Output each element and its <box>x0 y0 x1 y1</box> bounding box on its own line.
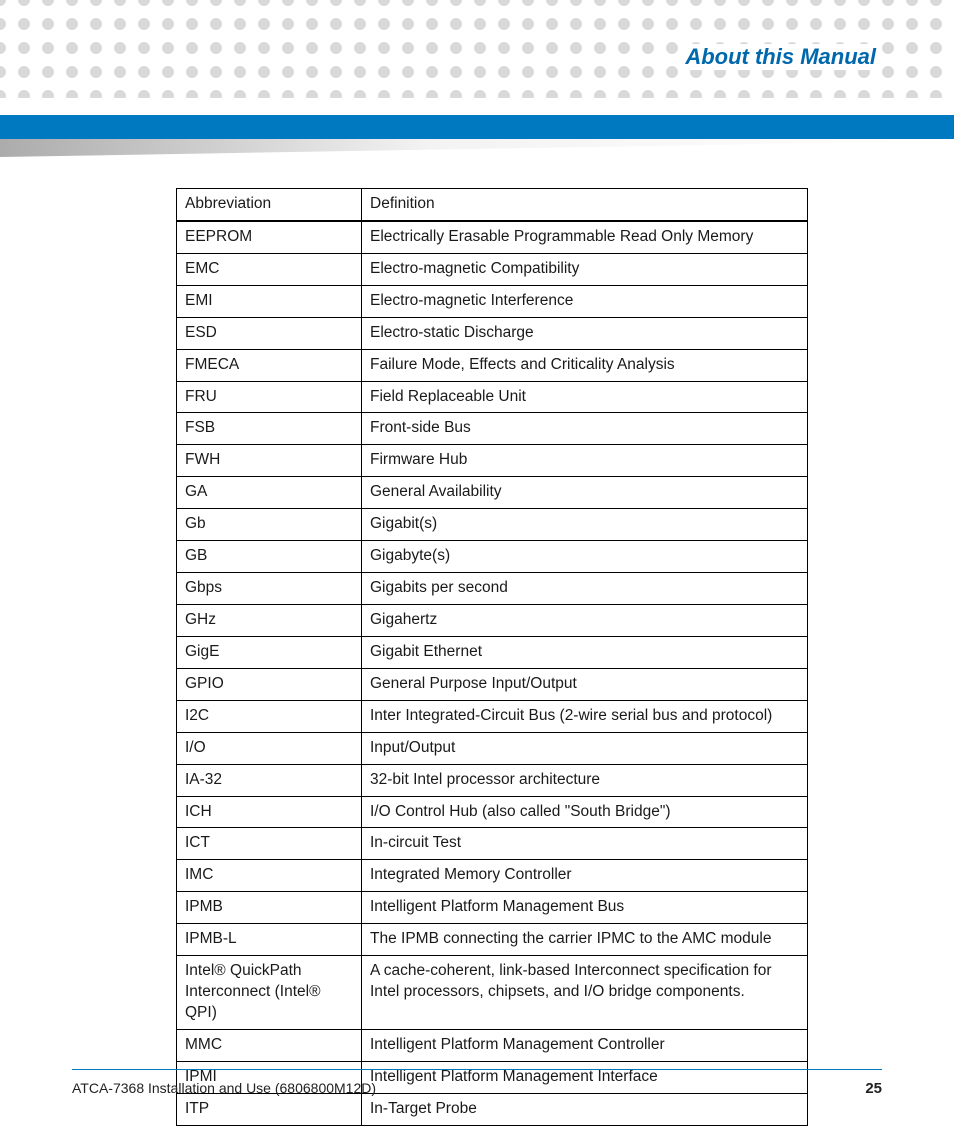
cell-abbreviation: ESD <box>177 317 362 349</box>
cell-abbreviation: EMI <box>177 285 362 317</box>
cell-abbreviation: ICT <box>177 828 362 860</box>
footer-doc-title: ATCA-7368 Installation and Use (6806800M… <box>72 1080 376 1096</box>
page-header-title: About this Manual <box>679 44 882 70</box>
page-content: AbbreviationDefinitionEEPROMElectrically… <box>176 188 808 1126</box>
cell-definition: Gigabit(s) <box>362 509 808 541</box>
table-row: IMCIntegrated Memory Controller <box>177 860 808 892</box>
table-row: ICHI/O Control Hub (also called "South B… <box>177 796 808 828</box>
cell-abbreviation: Gb <box>177 509 362 541</box>
table-row: FMECAFailure Mode, Effects and Criticali… <box>177 349 808 381</box>
cell-definition: Gigabyte(s) <box>362 541 808 573</box>
footer-page-number: 25 <box>865 1080 882 1097</box>
cell-definition: Intelligent Platform Management Bus <box>362 892 808 924</box>
table-row: ESDElectro-static Discharge <box>177 317 808 349</box>
page-footer: ATCA-7368 Installation and Use (6806800M… <box>72 1069 882 1097</box>
cell-definition: In-Target Probe <box>362 1093 808 1125</box>
cell-definition: Inter Integrated-Circuit Bus (2-wire ser… <box>362 700 808 732</box>
cell-abbreviation: ITP <box>177 1093 362 1125</box>
table-row: GHzGigahertz <box>177 604 808 636</box>
cell-abbreviation: GigE <box>177 636 362 668</box>
table-row: GAGeneral Availability <box>177 477 808 509</box>
cell-definition: A cache-coherent, link-based Interconnec… <box>362 956 808 1030</box>
cell-abbreviation: IPMB <box>177 892 362 924</box>
table-row: IPMB-LThe IPMB connecting the carrier IP… <box>177 924 808 956</box>
table-row: Intel® QuickPath Interconnect (Intel® QP… <box>177 956 808 1030</box>
cell-abbreviation: EEPROM <box>177 221 362 253</box>
table-header-row: AbbreviationDefinition <box>177 189 808 221</box>
table-row: I/OInput/Output <box>177 732 808 764</box>
cell-abbreviation: FSB <box>177 413 362 445</box>
table-row: I2CInter Integrated-Circuit Bus (2-wire … <box>177 700 808 732</box>
table-row: GigEGigabit Ethernet <box>177 636 808 668</box>
cell-definition: Gigabits per second <box>362 573 808 605</box>
table-row: IPMBIntelligent Platform Management Bus <box>177 892 808 924</box>
cell-definition: Input/Output <box>362 732 808 764</box>
table-row: GBGigabyte(s) <box>177 541 808 573</box>
table-row: EEPROMElectrically Erasable Programmable… <box>177 221 808 253</box>
cell-abbreviation: I/O <box>177 732 362 764</box>
cell-definition: Firmware Hub <box>362 445 808 477</box>
cell-definition: Front-side Bus <box>362 413 808 445</box>
cell-definition: In-circuit Test <box>362 828 808 860</box>
cell-abbreviation: GA <box>177 477 362 509</box>
cell-abbreviation: GB <box>177 541 362 573</box>
cell-abbreviation: ICH <box>177 796 362 828</box>
cell-abbreviation: GHz <box>177 604 362 636</box>
cell-definition: Field Replaceable Unit <box>362 381 808 413</box>
cell-definition: Intelligent Platform Management Controll… <box>362 1029 808 1061</box>
table-row: ITPIn-Target Probe <box>177 1093 808 1125</box>
cell-definition: 32-bit Intel processor architecture <box>362 764 808 796</box>
cell-definition: The IPMB connecting the carrier IPMC to … <box>362 924 808 956</box>
cell-definition: General Availability <box>362 477 808 509</box>
cell-abbreviation: Gbps <box>177 573 362 605</box>
cell-abbreviation: I2C <box>177 700 362 732</box>
abbreviations-table: AbbreviationDefinitionEEPROMElectrically… <box>176 188 808 1126</box>
table-row: EMIElectro-magnetic Interference <box>177 285 808 317</box>
cell-abbreviation: FRU <box>177 381 362 413</box>
cell-definition: Integrated Memory Controller <box>362 860 808 892</box>
table-row: FWHFirmware Hub <box>177 445 808 477</box>
table-row: GbpsGigabits per second <box>177 573 808 605</box>
cell-definition: Gigabit Ethernet <box>362 636 808 668</box>
cell-abbreviation: GPIO <box>177 668 362 700</box>
cell-definition: Gigahertz <box>362 604 808 636</box>
table-row: ICTIn-circuit Test <box>177 828 808 860</box>
cell-abbreviation: MMC <box>177 1029 362 1061</box>
cell-definition: Electrically Erasable Programmable Read … <box>362 221 808 253</box>
table-row: FSBFront-side Bus <box>177 413 808 445</box>
cell-definition: Electro-static Discharge <box>362 317 808 349</box>
table-row: GbGigabit(s) <box>177 509 808 541</box>
cell-definition: Electro-magnetic Interference <box>362 285 808 317</box>
table-row: EMCElectro-magnetic Compatibility <box>177 253 808 285</box>
cell-abbreviation: IPMB-L <box>177 924 362 956</box>
header-shadow-wedge <box>0 139 954 157</box>
cell-abbreviation: IMC <box>177 860 362 892</box>
cell-definition: I/O Control Hub (also called "South Brid… <box>362 796 808 828</box>
header-blue-bar <box>0 115 954 139</box>
column-header-definition: Definition <box>362 189 808 221</box>
table-row: MMCIntelligent Platform Management Contr… <box>177 1029 808 1061</box>
cell-definition: General Purpose Input/Output <box>362 668 808 700</box>
abbreviations-table-body: AbbreviationDefinitionEEPROMElectrically… <box>177 189 808 1126</box>
cell-definition: Electro-magnetic Compatibility <box>362 253 808 285</box>
table-row: GPIOGeneral Purpose Input/Output <box>177 668 808 700</box>
cell-abbreviation: FMECA <box>177 349 362 381</box>
table-row: IA-3232-bit Intel processor architecture <box>177 764 808 796</box>
column-header-abbreviation: Abbreviation <box>177 189 362 221</box>
table-row: FRUField Replaceable Unit <box>177 381 808 413</box>
cell-abbreviation: FWH <box>177 445 362 477</box>
cell-abbreviation: EMC <box>177 253 362 285</box>
cell-abbreviation: Intel® QuickPath Interconnect (Intel® QP… <box>177 956 362 1030</box>
cell-definition: Failure Mode, Effects and Criticality An… <box>362 349 808 381</box>
cell-abbreviation: IA-32 <box>177 764 362 796</box>
